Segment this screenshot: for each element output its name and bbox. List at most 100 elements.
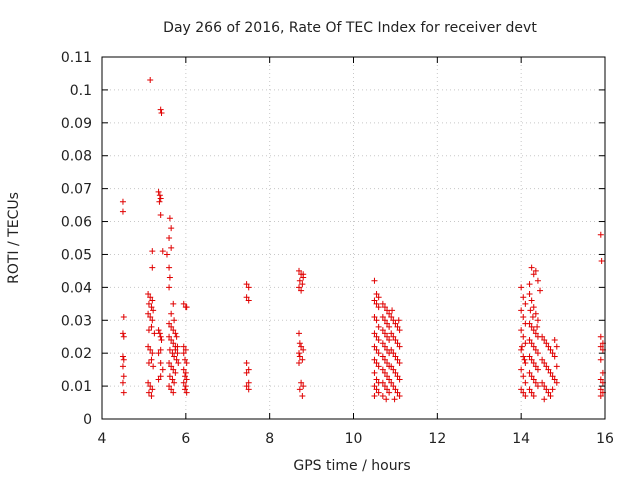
- data-point: [384, 333, 391, 340]
- data-point: [166, 320, 173, 327]
- data-point: [151, 330, 158, 337]
- data-point: [527, 307, 534, 314]
- data-point: [174, 350, 181, 357]
- y-tick-label: 0.07: [61, 182, 92, 198]
- data-point: [173, 356, 180, 363]
- data-point: [145, 290, 152, 297]
- y-tick-label: 0: [83, 412, 92, 428]
- data-point: [392, 386, 399, 393]
- data-point: [395, 317, 402, 324]
- data-point: [166, 284, 173, 291]
- data-point: [520, 294, 527, 301]
- data-point: [170, 366, 177, 373]
- data-point: [388, 379, 395, 386]
- data-point: [381, 383, 388, 390]
- data-point: [379, 313, 386, 320]
- data-point: [522, 392, 529, 399]
- data-point: [371, 356, 378, 363]
- data-point: [530, 392, 537, 399]
- data-point: [381, 356, 388, 363]
- data-point: [528, 389, 535, 396]
- data-point: [170, 389, 177, 396]
- data-point: [388, 313, 395, 320]
- data-point: [381, 317, 388, 324]
- data-point: [384, 386, 391, 393]
- data-point: [530, 304, 537, 311]
- data-point: [388, 346, 395, 353]
- data-point: [528, 340, 535, 347]
- data-point: [384, 360, 391, 367]
- data-point: [156, 192, 163, 199]
- data-point: [180, 379, 187, 386]
- data-point: [243, 281, 250, 288]
- data-point: [148, 304, 155, 311]
- data-point: [119, 379, 126, 386]
- data-point: [120, 389, 127, 396]
- data-point: [243, 360, 250, 367]
- data-point: [299, 356, 306, 363]
- data-point: [183, 304, 190, 311]
- data-point: [551, 353, 558, 360]
- data-point: [541, 337, 548, 344]
- data-point: [539, 333, 546, 340]
- axis-ticks: 0 0.01 0.02 0.03 0.04 0.05 0.06 0.07 0.08 0.09 0.1…: [61, 50, 614, 447]
- data-point: [529, 313, 536, 320]
- data-point: [168, 244, 175, 251]
- y-tick-label: 0.1: [70, 83, 92, 99]
- data-point: [597, 386, 604, 393]
- data-point: [597, 392, 604, 399]
- data-point: [155, 350, 162, 357]
- data-point: [386, 376, 393, 383]
- data-point: [166, 346, 173, 353]
- data-point: [386, 310, 393, 317]
- data-point: [166, 235, 173, 241]
- data-point: [166, 264, 173, 271]
- data-point: [392, 353, 399, 360]
- data-point: [541, 360, 548, 367]
- data-point: [379, 340, 386, 347]
- data-point: [168, 225, 175, 232]
- data-point: [381, 369, 388, 376]
- data-point: [150, 307, 157, 314]
- data-point: [172, 346, 179, 353]
- data-point: [120, 373, 127, 380]
- data-point: [375, 323, 382, 330]
- data-point: [300, 271, 307, 278]
- data-point: [379, 366, 386, 373]
- data-point: [545, 389, 552, 396]
- data-point: [183, 376, 190, 383]
- data-point: [386, 389, 393, 396]
- data-point: [149, 297, 156, 304]
- y-tick-label: 0.03: [61, 313, 92, 329]
- data-point: [394, 356, 401, 363]
- data-point: [532, 267, 539, 274]
- data-point: [150, 363, 157, 370]
- data-point: [245, 386, 252, 393]
- data-point: [245, 297, 252, 304]
- data-point: [526, 337, 533, 344]
- data-point: [553, 379, 560, 386]
- data-point: [532, 330, 539, 337]
- data-points: [119, 77, 606, 403]
- data-point: [170, 340, 177, 347]
- data-point: [547, 369, 554, 376]
- data-point: [296, 360, 303, 367]
- data-point: [392, 320, 399, 327]
- data-point: [379, 300, 386, 307]
- data-point: [390, 366, 397, 373]
- x-tick-label: 6: [181, 431, 190, 447]
- data-point: [148, 356, 155, 363]
- data-point: [379, 392, 386, 399]
- y-axis-label: ROTI / TECUs: [6, 192, 22, 284]
- data-point: [155, 188, 162, 195]
- data-point: [373, 300, 380, 307]
- data-point: [183, 360, 190, 367]
- data-point: [530, 327, 537, 334]
- data-point: [145, 360, 152, 367]
- data-point: [373, 376, 380, 383]
- x-tick-label: 8: [265, 431, 274, 447]
- data-point: [543, 363, 550, 370]
- data-point: [379, 353, 386, 360]
